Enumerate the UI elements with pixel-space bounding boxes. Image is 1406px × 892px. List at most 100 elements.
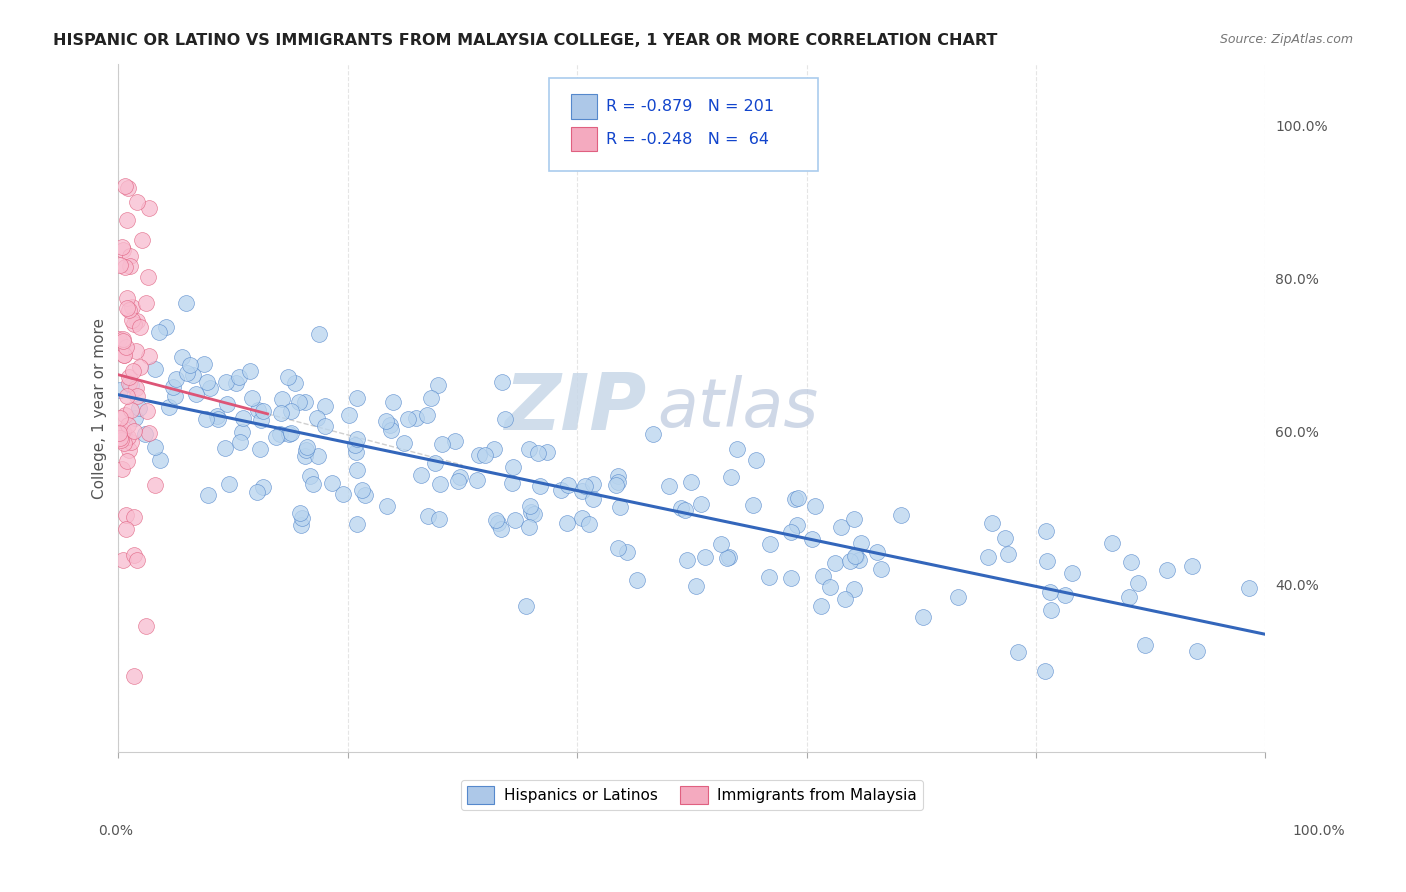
Point [787,491,810,505]
Point [134,427,156,442]
Point [759,536,782,550]
Point [288,395,311,409]
Point [117,369,139,384]
Point [252,480,274,494]
Point [813,568,835,582]
Point [195,375,218,389]
Point [494,412,516,426]
Point [818,580,841,594]
Point [337,408,360,422]
Point [290,517,312,532]
Point [184,387,207,401]
Point [502,459,524,474]
Point [125,343,148,358]
Point [252,403,274,417]
Point [676,553,699,567]
Point [307,449,329,463]
Point [114,348,136,362]
Point [430,437,453,451]
Point [299,469,322,483]
Point [779,524,801,539]
Point [485,513,508,527]
Text: ZIP: ZIP [503,370,645,446]
Point [127,314,149,328]
Point [124,411,146,425]
Point [148,326,170,340]
Point [174,296,197,310]
Point [207,411,229,425]
Text: R = -0.879   N = 201: R = -0.879 N = 201 [606,99,775,114]
Point [125,389,148,403]
Point [710,536,733,550]
Point [214,441,236,455]
Point [110,462,132,476]
Point [980,516,1002,531]
Point [215,375,238,389]
Point [115,523,138,537]
Point [112,348,135,362]
Point [179,358,201,372]
Point [515,599,537,614]
Point [844,512,866,526]
Point [994,532,1017,546]
Point [321,476,343,491]
Point [673,503,696,517]
Point [1185,644,1208,658]
Point [127,553,149,567]
Point [295,442,318,457]
Point [866,545,889,559]
Point [135,404,157,418]
Point [280,404,302,418]
Point [284,376,307,391]
Point [294,449,316,463]
Point [529,478,551,492]
Point [382,395,405,409]
Point [977,549,1000,564]
Point [114,178,136,193]
Point [108,332,131,346]
Point [118,250,141,264]
Point [427,512,450,526]
Point [380,423,402,437]
Point [1007,645,1029,659]
Point [122,363,145,377]
Point [120,403,142,417]
Point [112,428,135,442]
Point [834,591,856,606]
Point [415,408,437,422]
Point [332,487,354,501]
Point [839,554,862,568]
Point [136,270,159,285]
Point [526,445,548,459]
Point [491,375,513,389]
Point [503,512,526,526]
Point [1053,588,1076,602]
Point [120,435,142,450]
Point [121,313,143,327]
Point [270,406,292,420]
Point [172,350,194,364]
Point [720,470,742,484]
Point [240,391,263,405]
Point [195,412,218,426]
Point [550,483,572,497]
Point [824,556,846,570]
Point [115,212,138,227]
Point [207,409,229,423]
Point [294,395,316,409]
Point [374,414,396,428]
Point [115,301,138,315]
Point [112,436,135,450]
Point [1239,581,1261,595]
Point [718,549,741,564]
Point [582,477,605,491]
Point [131,233,153,247]
Point [122,549,145,563]
Point [280,426,302,441]
Point [247,402,270,417]
Point [420,391,443,405]
Point [314,419,336,434]
Point [290,506,312,520]
Point [270,392,292,406]
Point [725,442,748,456]
